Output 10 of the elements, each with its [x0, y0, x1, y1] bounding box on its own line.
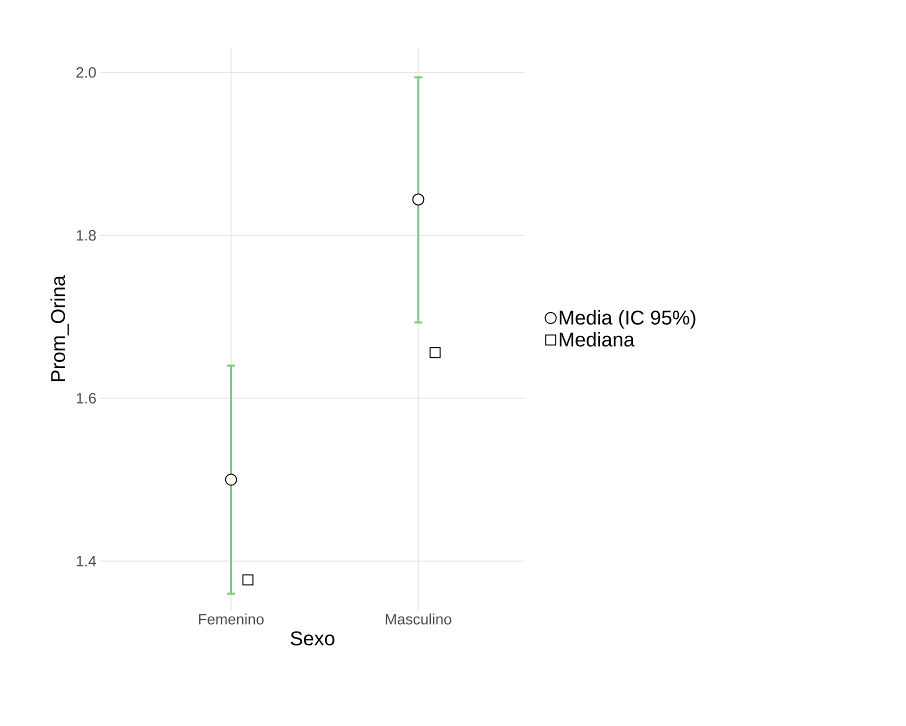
y-tick-label: 1.6	[76, 392, 96, 404]
legend-label: Media (IC 95%)	[560, 310, 696, 329]
y-tick-label: 2.0	[76, 67, 96, 78]
x-tick-label: Femenino	[199, 614, 264, 624]
y-axis-title: Prom_Orina	[50, 275, 69, 382]
x-axis-title: Sexo	[290, 631, 334, 646]
x-tick-label: Masculino	[386, 614, 452, 624]
y-tick-label: 1.4	[76, 556, 96, 566]
legend-label: Mediana	[560, 332, 635, 347]
y-tick-label: 1.8	[76, 230, 96, 241]
